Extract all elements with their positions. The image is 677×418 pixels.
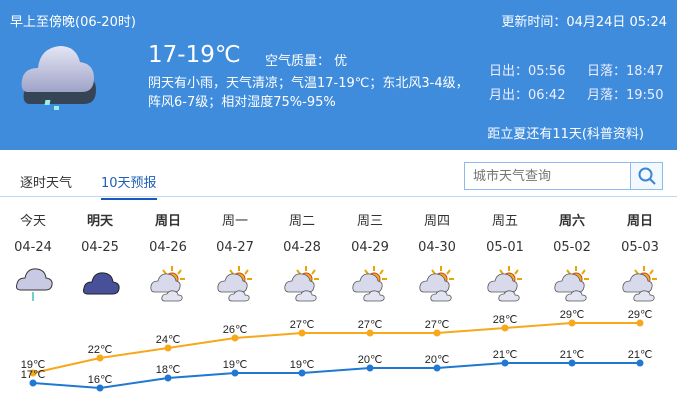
high-temp-label: 27℃ [425, 319, 450, 331]
date: 04-25 [81, 240, 119, 255]
low-temp-point [231, 369, 239, 377]
high-temp-point [568, 319, 576, 327]
low-temp-label: 16℃ [88, 374, 113, 386]
low-temp-point [636, 359, 644, 367]
low-temp-point [29, 379, 37, 387]
low-temp-label: 21℃ [493, 349, 518, 361]
high-temp-label: 29℃ [628, 309, 653, 321]
high-temp-line [32, 322, 640, 374]
low-temp-label: 18℃ [156, 364, 181, 376]
forecast-period: 早上至傍晚(06-20时) [10, 15, 136, 30]
solar-term-countdown-link[interactable]: 距立夏还有11天(科普资料) [487, 127, 644, 142]
high-temp-point [164, 344, 172, 352]
low-temp-point [96, 384, 104, 392]
low-temp-point [164, 374, 172, 382]
moonset: 月落：19:50 [587, 88, 664, 103]
date: 05-01 [486, 240, 524, 255]
air-quality: 空气质量： 优 [265, 54, 348, 69]
low-temp-point [501, 359, 509, 367]
overcast-icon [82, 264, 122, 308]
date: 04-27 [216, 240, 254, 255]
weekday: 今天 [19, 214, 46, 229]
tab-10-day[interactable]: 10天预报 [101, 172, 157, 200]
high-temp-label: 29℃ [560, 309, 585, 321]
high-temp-label: 27℃ [358, 319, 383, 331]
weekday: 周二 [288, 214, 315, 229]
temperature-range: 17-19℃ [148, 42, 241, 68]
low-temp-label: 20℃ [425, 354, 450, 366]
partly-cloudy-icon [487, 264, 527, 308]
date: 05-02 [553, 240, 591, 255]
low-temp-label: 20℃ [358, 354, 383, 366]
partly-cloudy-icon [352, 264, 392, 308]
weekday: 明天 [86, 214, 113, 229]
date: 04-26 [149, 240, 187, 255]
weekday: 周三 [356, 214, 383, 229]
low-temp-label: 21℃ [628, 349, 653, 361]
weekday: 周五 [491, 214, 518, 229]
moonrise: 月出：06:42 [489, 88, 566, 103]
high-temp-point [636, 319, 644, 327]
high-temp-label: 22℃ [88, 344, 113, 356]
low-temp-point [433, 364, 441, 372]
sunrise: 日出：05:56 [489, 64, 566, 79]
date: 04-30 [418, 240, 456, 255]
update-time: 更新时间：04月24日 05:24 [501, 15, 667, 30]
low-temp-point [568, 359, 576, 367]
partly-cloudy-icon [419, 264, 459, 308]
high-temp-label: 28℃ [493, 314, 518, 326]
weather-description: 阴天有小雨，天气清凉；气温17-19℃；东北风3-4级，阵风6-7级；相对湿度7… [148, 76, 469, 110]
high-temp-point [231, 334, 239, 342]
search-icon [638, 167, 656, 185]
date: 05-03 [621, 240, 659, 255]
high-temp-point [298, 329, 306, 337]
cloud-rain-icon [20, 40, 100, 114]
date: 04-29 [351, 240, 389, 255]
partly-cloudy-icon [150, 264, 190, 308]
weekday: 周六 [558, 214, 585, 229]
weekday: 周日 [626, 214, 653, 229]
search-input[interactable] [465, 163, 631, 189]
high-temp-label: 26℃ [223, 324, 248, 336]
high-temp-point [96, 354, 104, 362]
high-temp-label: 27℃ [290, 319, 315, 331]
weekday: 周四 [423, 214, 450, 229]
date: 04-24 [14, 240, 52, 255]
partly-cloudy-icon [284, 264, 324, 308]
current-weather-panel: 早上至傍晚(06-20时) 更新时间：04月24日 05:24 17-19℃ 空… [0, 0, 677, 150]
sunset: 日落：18:47 [587, 64, 664, 79]
weekday: 周一 [221, 214, 248, 229]
tab-hourly[interactable]: 逐时天气 [20, 176, 73, 191]
high-temp-point [433, 329, 441, 337]
high-temp-point [501, 324, 509, 332]
low-temp-label: 17℃ [21, 369, 46, 381]
partly-cloudy-icon [554, 264, 594, 308]
high-temp-point [366, 329, 374, 337]
high-temp-point [29, 369, 37, 377]
search-button[interactable] [630, 163, 662, 189]
weekday: 周日 [154, 214, 181, 229]
partly-cloudy-icon [622, 264, 662, 308]
high-temp-label: 19℃ [21, 359, 46, 371]
low-temp-label: 19℃ [223, 359, 248, 371]
temperature-chart: 19℃ 22℃ 24℃ 26℃ 27℃ 27℃ 27℃ 28℃ 29℃ 29℃ 17℃ 16℃ 18℃ 1… [21, 309, 653, 392]
cloud-rain-icon [15, 264, 55, 308]
low-temp-label: 21℃ [560, 349, 585, 361]
partly-cloudy-icon [217, 264, 257, 308]
low-temp-point [366, 364, 374, 372]
city-search [464, 162, 663, 190]
date: 04-28 [283, 240, 321, 255]
high-temp-label: 24℃ [156, 334, 181, 346]
low-temp-label: 19℃ [290, 359, 315, 371]
low-temp-line [32, 362, 640, 390]
low-temp-point [298, 369, 306, 377]
tab-bar: 逐时天气 10天预报 [0, 150, 677, 200]
